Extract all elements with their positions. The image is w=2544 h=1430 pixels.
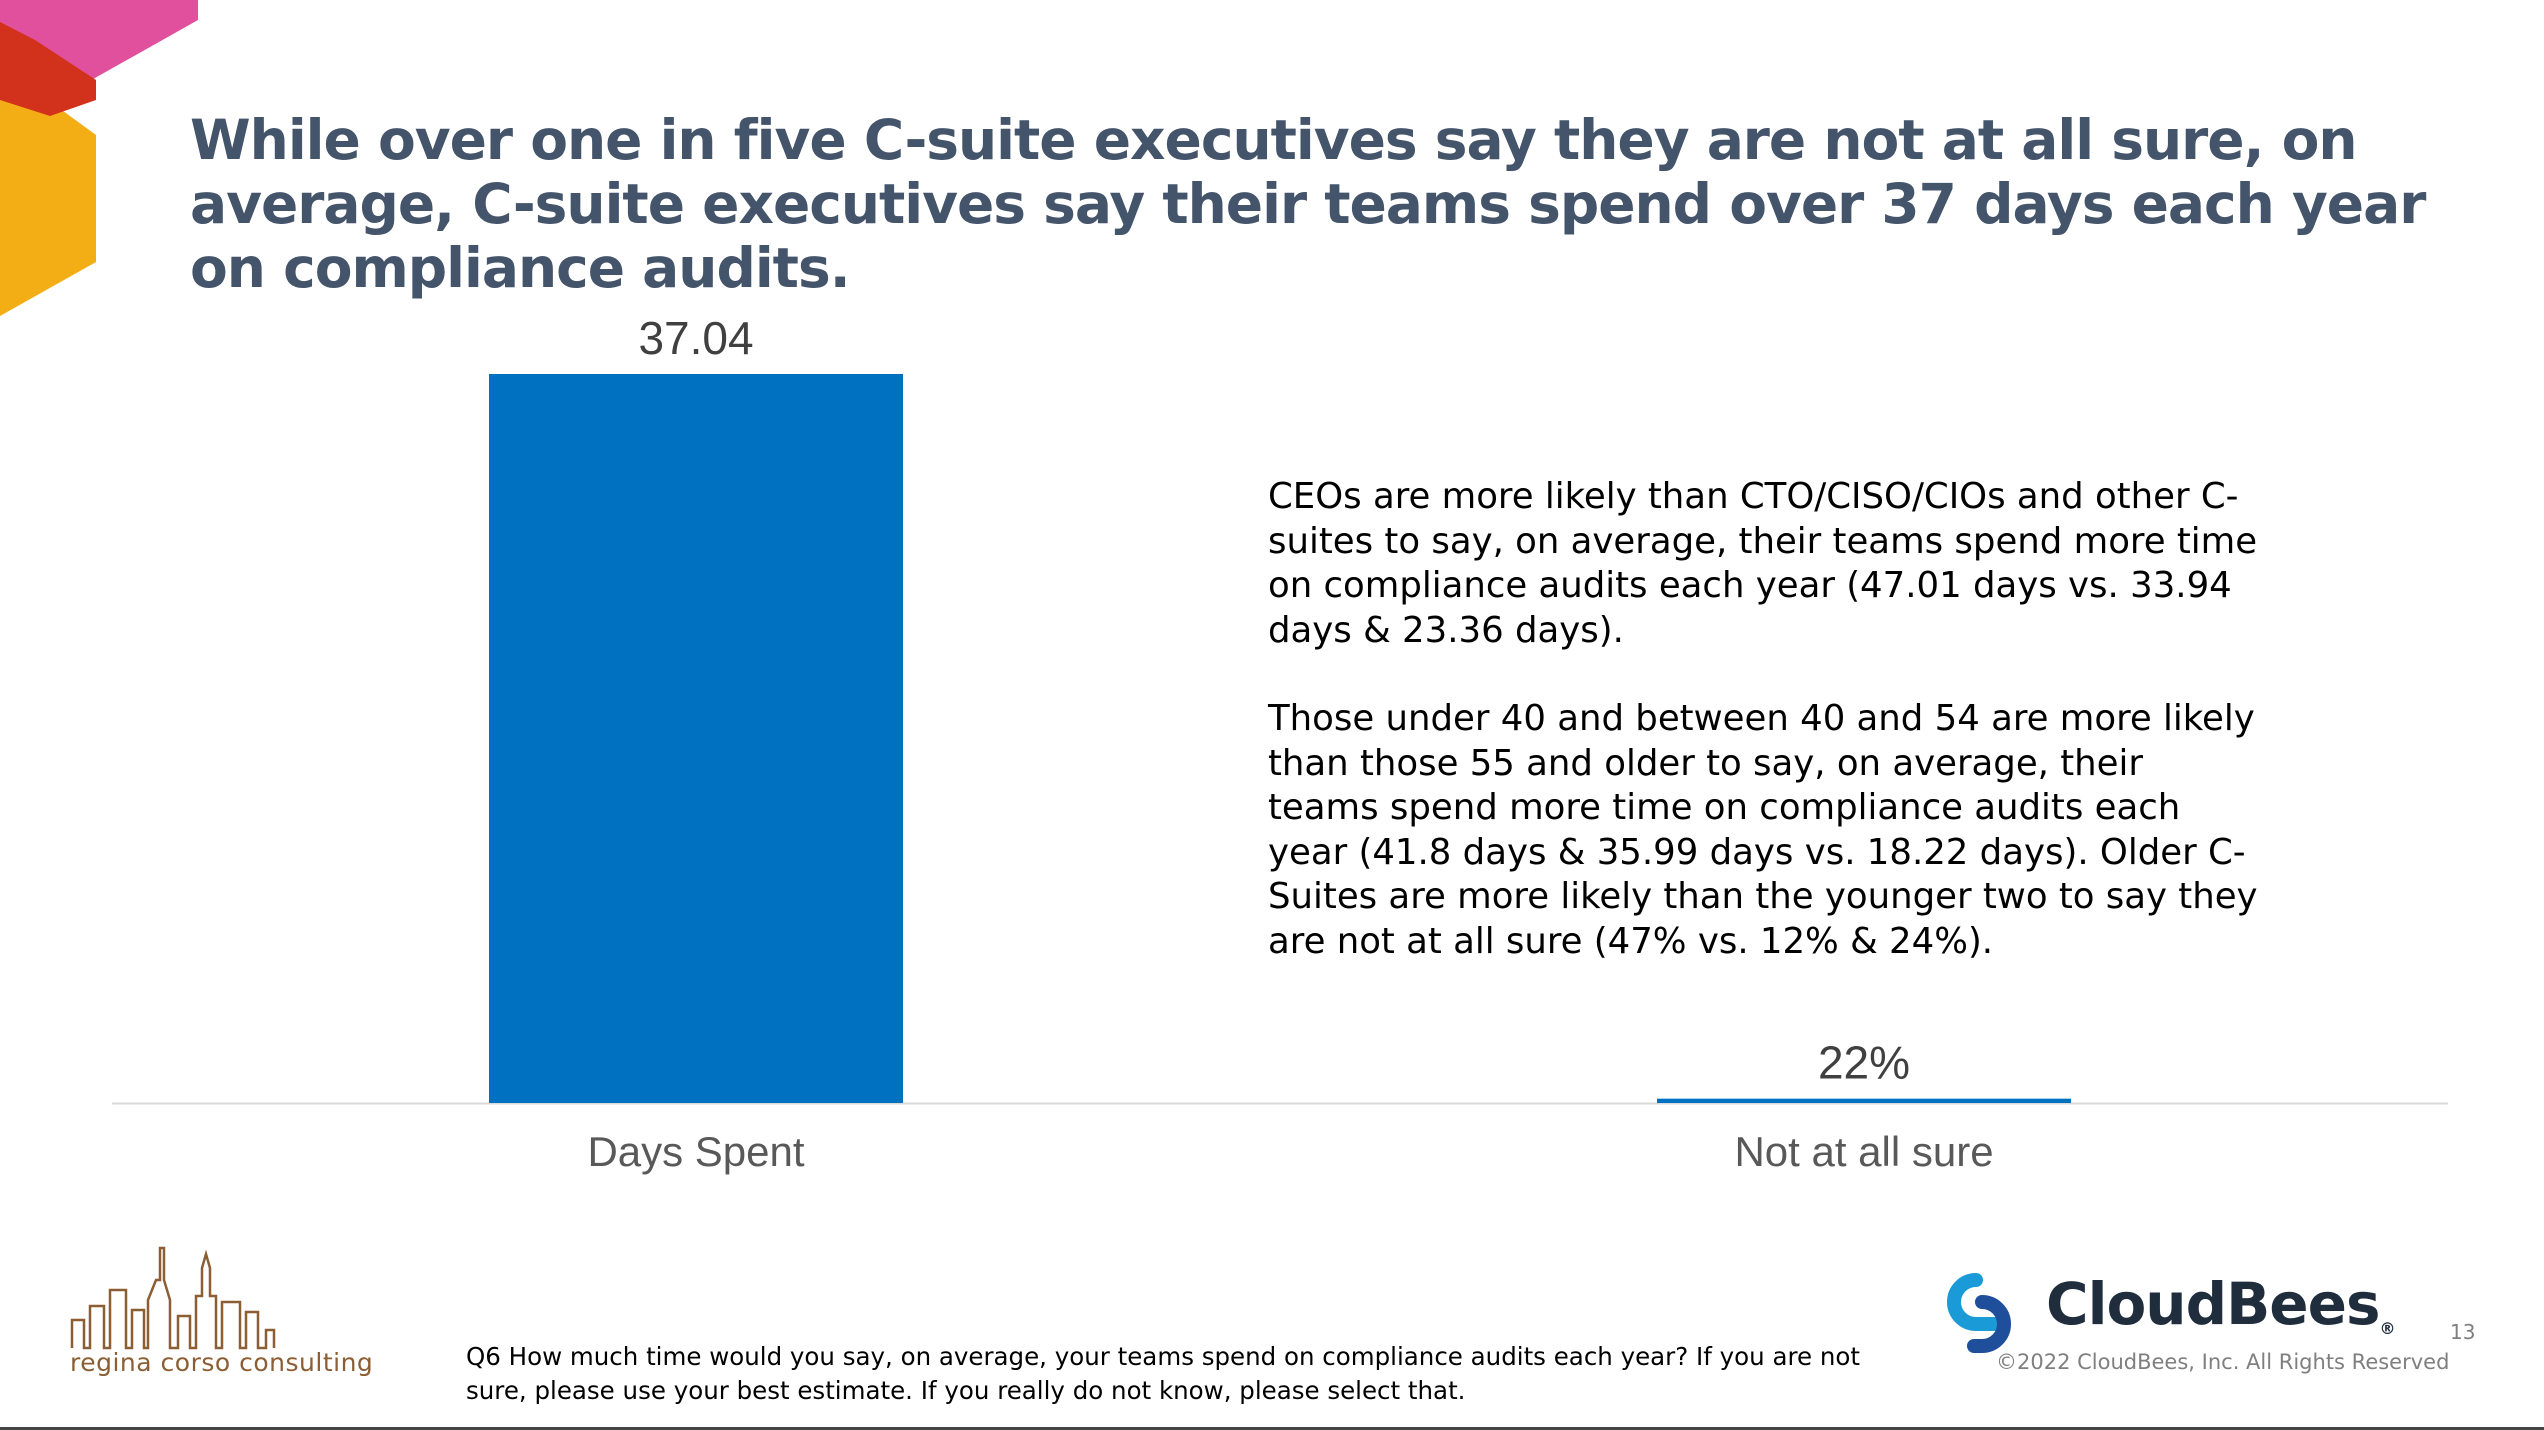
copyright-text: ©2022 CloudBees, Inc. All Rights Reserve… bbox=[1996, 1350, 2450, 1374]
registered-mark: ® bbox=[2379, 1319, 2396, 1338]
page-number: 13 bbox=[2450, 1320, 2476, 1344]
note-paragraph: CEOs are more likely than CTO/CISO/CIOs … bbox=[1268, 476, 2258, 651]
corner-yellow-shape bbox=[0, 100, 96, 316]
category-label: Not at all sure bbox=[1734, 1128, 1993, 1175]
brand-name: CloudBees® bbox=[2046, 1270, 2396, 1338]
slide-title: While over one in five C-suite executive… bbox=[190, 108, 2426, 300]
category-label: Days Spent bbox=[587, 1128, 804, 1175]
bar-days-spent bbox=[489, 374, 903, 1103]
data-label: 37.04 bbox=[638, 312, 753, 364]
footer-divider bbox=[0, 1427, 2544, 1430]
notes-panel: CEOs are more likely than CTO/CISO/CIOs … bbox=[1268, 475, 2258, 1008]
corner-decoration bbox=[0, 0, 198, 316]
bar-chart: 37.04 Days Spent 22% Not at all sure bbox=[112, 312, 2448, 1175]
cloudbees-logo-icon bbox=[1947, 1273, 2011, 1353]
city-skyline-icon bbox=[70, 1246, 276, 1350]
corner-red-shape bbox=[0, 22, 96, 116]
bar-not-at-all-sure bbox=[1657, 1098, 2071, 1103]
brand-name-text: CloudBees bbox=[2046, 1270, 2381, 1338]
consultant-name: regina corso consulting bbox=[70, 1348, 374, 1377]
survey-question: Q6 How much time would you say, on avera… bbox=[466, 1342, 1861, 1405]
note-paragraph: Those under 40 and between 40 and 54 are… bbox=[1268, 698, 2258, 962]
data-label: 22% bbox=[1818, 1037, 1910, 1089]
